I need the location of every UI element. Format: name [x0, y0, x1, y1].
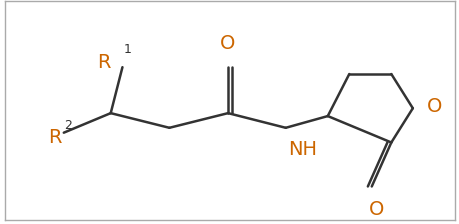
Text: 1: 1: [123, 43, 131, 56]
Text: R: R: [48, 128, 62, 147]
Text: O: O: [220, 34, 235, 54]
Text: 2: 2: [64, 119, 72, 132]
Text: O: O: [425, 97, 441, 116]
Text: R: R: [97, 53, 111, 72]
Text: O: O: [368, 200, 384, 219]
Text: NH: NH: [287, 140, 316, 159]
